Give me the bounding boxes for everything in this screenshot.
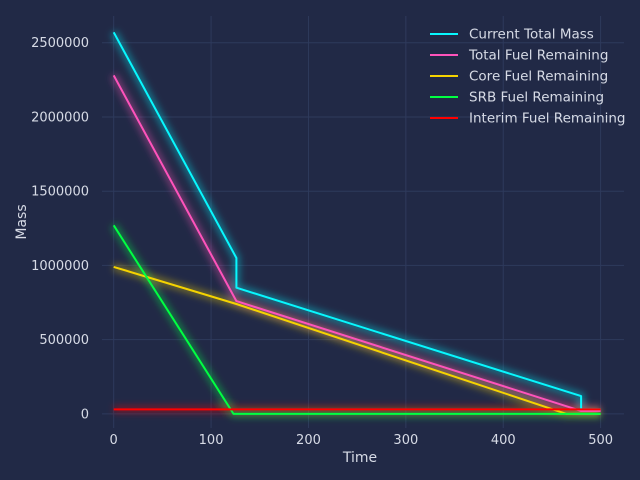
legend-label: Current Total Mass: [469, 27, 594, 43]
x-tick-label: 200: [296, 433, 321, 448]
legend-item-srb-fuel-remaining: SRB Fuel Remaining: [430, 90, 604, 106]
y-tick-label: 2000000: [31, 110, 89, 125]
series-line-srb-fuel-remaining: [112, 224, 601, 415]
legend-label: Interim Fuel Remaining: [469, 111, 626, 127]
x-axis-label: Time: [342, 450, 377, 466]
y-axis-label: Mass: [14, 204, 30, 239]
legend: Current Total Mass Total Fuel Remaining Co…: [430, 27, 626, 127]
x-tick-labels: 0 100 200 300 400 500: [110, 433, 613, 448]
x-tick-label: 300: [393, 433, 418, 448]
legend-label: Total Fuel Remaining: [468, 48, 608, 64]
legend-item-interim-fuel-remaining: Interim Fuel Remaining: [430, 111, 626, 127]
y-tick-label: 0: [81, 407, 89, 422]
series-lines: [112, 31, 601, 415]
y-tick-label: 2500000: [31, 36, 89, 51]
x-tick-label: 0: [110, 433, 118, 448]
legend-label: Core Fuel Remaining: [469, 69, 608, 85]
y-tick-label: 500000: [39, 333, 89, 348]
y-tick-labels: 0 500000 1000000 1500000 2000000 2500000: [31, 36, 89, 422]
legend-label: SRB Fuel Remaining: [469, 90, 604, 106]
x-tick-label: 400: [491, 433, 516, 448]
y-tick-label: 1000000: [31, 259, 89, 274]
series-line-total-fuel-remaining: [112, 74, 601, 412]
legend-item-current-total-mass: Current Total Mass: [430, 27, 594, 43]
y-tick-label: 1500000: [31, 185, 89, 200]
legend-item-core-fuel-remaining: Core Fuel Remaining: [430, 69, 608, 85]
x-tick-label: 100: [199, 433, 224, 448]
x-tick-label: 500: [588, 433, 613, 448]
legend-item-total-fuel-remaining: Total Fuel Remaining: [430, 48, 608, 64]
